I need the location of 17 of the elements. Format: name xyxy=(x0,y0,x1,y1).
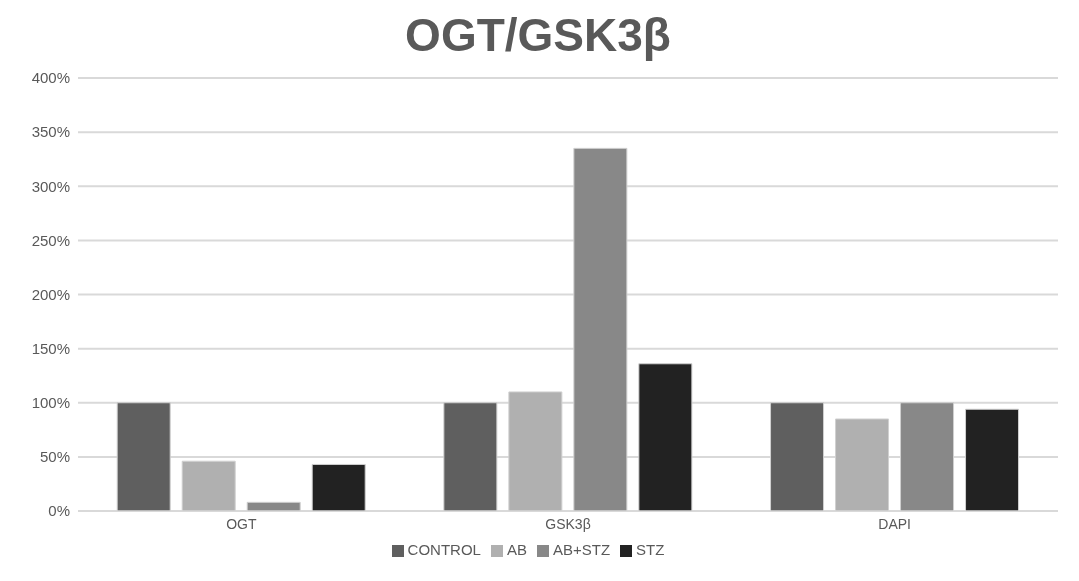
chart-title: OGT/GSK3β xyxy=(404,8,672,62)
x-tick-label: OGT xyxy=(226,515,257,532)
y-tick-label: 250% xyxy=(31,231,70,249)
y-tick-label: 150% xyxy=(31,339,70,357)
x-tick-label: DAPI xyxy=(878,515,912,532)
legend-label: AB xyxy=(506,541,527,558)
y-tick-label: 350% xyxy=(31,123,70,141)
x-tick-label: GSK3β xyxy=(545,515,591,532)
legend-label: CONTROL xyxy=(407,541,481,558)
legend-label: AB+STZ xyxy=(552,541,611,558)
y-tick-label: 200% xyxy=(31,285,70,303)
legend-label: STZ xyxy=(636,541,665,558)
y-tick-label: 50% xyxy=(39,448,70,466)
y-tick-label: 100% xyxy=(31,394,70,412)
y-tick-label: 0% xyxy=(48,502,70,520)
y-tick-label: 400% xyxy=(31,69,70,87)
y-tick-label: 300% xyxy=(31,177,70,195)
